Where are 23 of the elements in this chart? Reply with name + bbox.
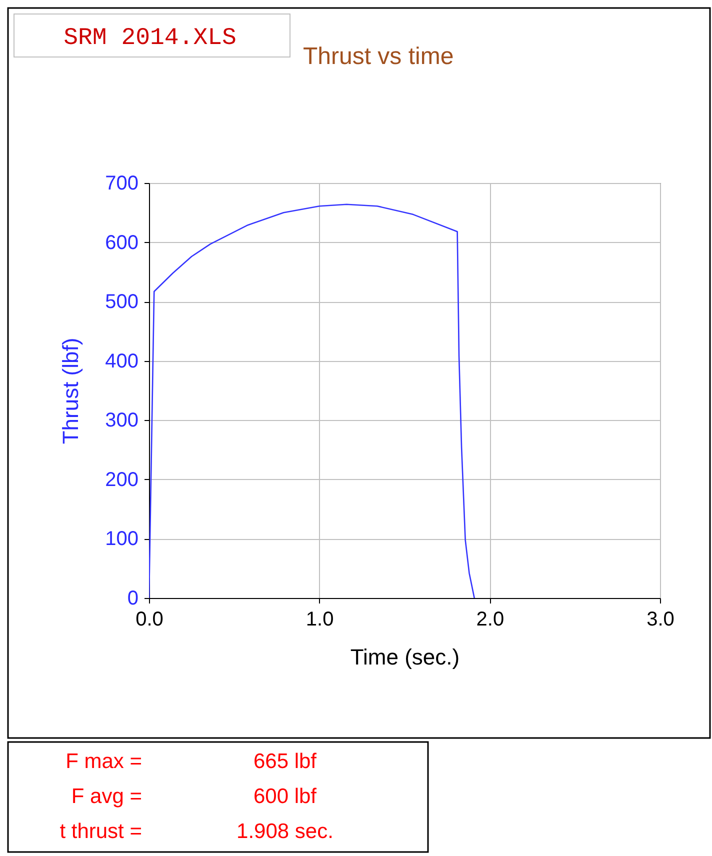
text: 1.908 sec. [236,820,334,843]
y-tick-label: 200 [105,468,138,491]
y-axis-title: Thrust (lbf) [58,338,84,444]
x-tick-label: 0.0 [136,608,164,630]
text: t thrust = [60,820,142,843]
y-tick-label: 500 [105,291,138,314]
x-tick-label: 1.0 [306,608,334,630]
x-axis-title: Time (sec.) [350,644,460,670]
y-tick-label: 0 [127,588,138,610]
text: 665 lbf [253,750,317,773]
y-tick-label: 700 [105,172,138,194]
text: 600 lbf [253,785,317,808]
y-tick-label: 300 [105,410,138,432]
text: SRM 2014.XLS [64,25,236,52]
y-tick-label: 100 [105,528,138,550]
text: F max = [66,750,142,773]
text: F avg = [71,785,142,808]
x-tick-label: 3.0 [646,608,674,630]
y-tick-label: 400 [105,350,138,372]
y-tick-label: 600 [105,232,138,254]
chart-title: Thrust vs time [303,43,454,70]
line-series [149,204,475,598]
x-tick-label: 2.0 [476,608,504,630]
